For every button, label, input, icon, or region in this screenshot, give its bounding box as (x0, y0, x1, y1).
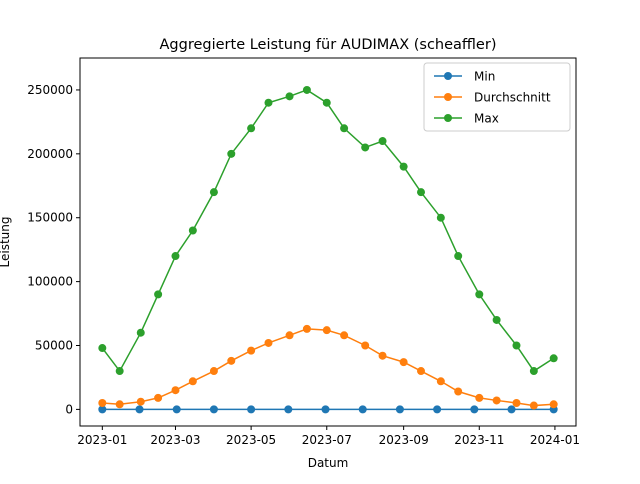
data-point (358, 405, 367, 414)
data-point (98, 399, 107, 407)
x-tick-label: 2023-11 (454, 433, 504, 447)
x-tick-label: 2023-03 (150, 433, 200, 447)
data-point (399, 162, 408, 171)
data-point (136, 397, 145, 406)
data-point (247, 405, 256, 414)
data-point (209, 405, 218, 414)
y-tick-label: 100000 (27, 275, 73, 289)
data-point (492, 315, 501, 324)
data-point (135, 405, 144, 414)
data-point (136, 328, 145, 337)
y-axis: 0 50000 100000 150000 200000 250000 (27, 83, 80, 416)
data-point (512, 341, 521, 350)
legend-label: Max (474, 112, 499, 126)
x-tick-label: 2023-05 (226, 433, 276, 447)
chart-title: Aggregierte Leistung für AUDIMAX (scheaf… (160, 37, 497, 53)
legend: Min Durchschnitt Max (423, 62, 571, 132)
data-point (399, 358, 408, 367)
data-point (529, 367, 538, 376)
data-point (378, 351, 387, 360)
data-point (154, 290, 163, 299)
y-tick-label: 0 (65, 402, 73, 416)
x-tick-label: 2023-07 (302, 433, 352, 447)
x-tick-label: 2023-09 (379, 433, 429, 447)
y-tick-label: 250000 (27, 83, 73, 97)
data-point (247, 346, 256, 355)
data-point (529, 401, 538, 410)
y-axis-label: Leistung (0, 217, 12, 268)
legend-swatch-marker (444, 72, 452, 80)
series-max (98, 85, 558, 376)
data-point (549, 354, 558, 363)
data-point (209, 367, 218, 376)
y-tick-label: 50000 (35, 339, 73, 353)
data-point (227, 356, 236, 365)
data-point (285, 92, 294, 101)
legend-item-min: Min (434, 70, 495, 84)
data-point (340, 331, 349, 340)
data-point (285, 331, 294, 340)
legend-swatch-marker (444, 114, 452, 122)
data-point (322, 326, 331, 335)
legend-item-durchschnitt: Durchschnitt (434, 91, 551, 105)
legend-box (423, 62, 571, 132)
data-point (247, 124, 256, 133)
data-point (436, 213, 445, 222)
legend-label: Durchschnitt (474, 91, 551, 105)
data-point (284, 405, 293, 414)
data-point (470, 405, 479, 414)
data-point (436, 377, 445, 386)
data-point (227, 149, 236, 158)
x-tick-label: 2023-01 (77, 433, 127, 447)
data-point (98, 405, 107, 414)
data-point (433, 405, 442, 414)
data-point (549, 400, 558, 409)
series-durchschnitt (98, 324, 558, 410)
data-point (98, 344, 107, 353)
data-point (475, 393, 484, 402)
data-point (395, 405, 404, 414)
data-point (264, 338, 273, 347)
data-point (209, 188, 218, 197)
y-tick-label: 200000 (27, 147, 73, 161)
legend-label: Min (474, 70, 495, 84)
data-point (188, 377, 197, 386)
data-point (188, 226, 197, 235)
data-point (417, 188, 425, 197)
data-point (340, 124, 349, 133)
data-point (302, 324, 311, 333)
legend-item-max: Max (434, 112, 499, 126)
data-point (492, 396, 501, 405)
data-point (302, 85, 311, 94)
data-point (475, 290, 484, 299)
data-point (115, 400, 124, 409)
data-point (454, 387, 463, 396)
data-point (322, 98, 331, 107)
legend-swatch-marker (444, 93, 452, 101)
data-point (507, 405, 516, 414)
data-point (454, 252, 463, 261)
data-point (321, 405, 330, 414)
x-axis-label: Datum (308, 456, 349, 470)
data-point (361, 341, 370, 350)
data-point (378, 137, 387, 146)
data-point (171, 386, 180, 395)
data-point (417, 367, 425, 376)
x-tick-label: 2024-01 (530, 433, 580, 447)
data-point (512, 399, 521, 407)
axes-frame (79, 57, 577, 427)
data-point (264, 98, 273, 107)
data-point (172, 405, 181, 414)
data-point (361, 143, 370, 152)
data-point (154, 393, 163, 402)
x-axis: 2023-01 2023-03 2023-05 2023-07 2023-09 2023-… (77, 426, 580, 447)
plot-area (98, 85, 558, 414)
y-tick-label: 150000 (27, 211, 73, 225)
data-point (171, 252, 180, 261)
data-point (115, 367, 124, 376)
